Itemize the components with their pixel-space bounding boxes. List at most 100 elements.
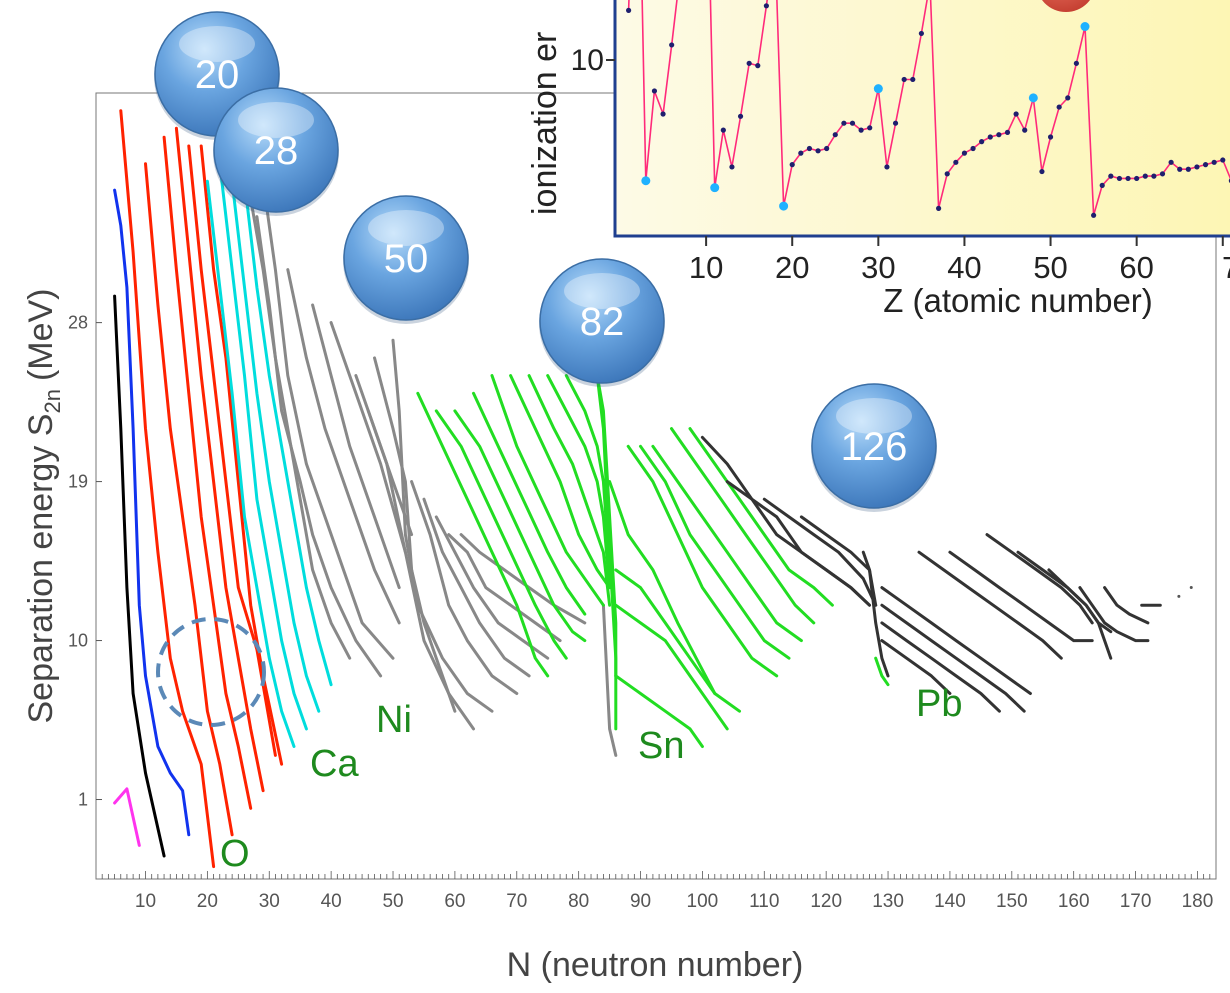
inset-series (626, 0, 1230, 218)
bubble-highlight (836, 398, 912, 434)
inset-y-tick-10: 10 (571, 44, 604, 77)
x-tick-label: 140 (934, 891, 966, 912)
inset-chart: 10 20 30 40 50 60 7 10 ionization er Z (atomic… (526, 0, 1230, 319)
s2n-series-line (434, 409, 568, 660)
s2n-series-line (527, 374, 612, 607)
y-tick-label: 28 (68, 313, 88, 333)
bubble-label: 82 (580, 300, 625, 344)
inset-x-tick-label: 30 (861, 250, 895, 285)
bubble-label: 20 (195, 53, 240, 97)
svg-text:Separation energy S2n(MeV): Separation energy S2n (MeV) (22, 288, 65, 723)
inset-y-label: ionization er (526, 32, 564, 215)
s2n-series-line (447, 533, 562, 643)
s2n-series-line (880, 639, 952, 695)
inset-frame (613, 0, 1230, 238)
s2n-series-group (113, 109, 1193, 869)
inset-point (1004, 129, 1011, 136)
inset-point (918, 30, 924, 37)
x-tick-label: 40 (321, 891, 342, 912)
bubble-highlight (564, 273, 640, 309)
s2n-series-line (113, 294, 166, 858)
bubble-label: 28 (254, 129, 299, 173)
inset-point (1073, 60, 1079, 66)
inset-point (987, 134, 993, 140)
inset-point (1056, 104, 1062, 110)
s2n-series-line (329, 321, 407, 554)
s2n-series-line (564, 374, 612, 572)
inset-point (815, 148, 821, 154)
inset-point (651, 88, 658, 94)
x-tick-label: 90 (630, 891, 651, 912)
bubble-highlight (179, 26, 255, 62)
s2n-series-line (670, 427, 816, 625)
inset-point (1108, 173, 1114, 179)
s2n-series-line (490, 374, 605, 607)
bubble-circle (811, 383, 937, 509)
s2n-trailing-dot (1177, 594, 1181, 598)
s2n-series-line (434, 515, 550, 660)
bubble-highlight (368, 210, 444, 246)
magic-number-bubble-82: 82 (539, 258, 665, 387)
element-label-sn: Sn (638, 725, 684, 767)
inset-point (1177, 166, 1183, 172)
s2n-series-line (472, 391, 587, 616)
s2n-series-line (601, 603, 618, 757)
x-tick-labels: 10 20 30 40 50 60 70 80 90 100 110 120 130 140 150 160 1… (135, 891, 1213, 912)
s2n-series-line (639, 444, 791, 660)
s2n-trailing-dot (1189, 586, 1193, 590)
s2n-series-line (366, 409, 475, 731)
inset-x-ticks: 10 20 30 40 50 60 7 (689, 236, 1230, 285)
magic-number-bubbles: 20 28 50 82 126 (154, 11, 937, 512)
inset-point (1022, 127, 1028, 133)
inset-point (626, 7, 632, 13)
inset-point (1142, 173, 1148, 179)
inset-highlight-point (873, 84, 883, 94)
inset-x-tick-label: 10 (689, 250, 723, 285)
inset-point (746, 60, 752, 66)
inset-point (729, 164, 735, 170)
inset-x-tick-label: 7 (1222, 250, 1230, 285)
inset-point (1220, 157, 1226, 163)
x-tick-label: 100 (687, 891, 719, 912)
s2n-series-line (948, 550, 1094, 643)
s2n-series-line (205, 179, 296, 748)
inset-point (806, 145, 813, 152)
s2n-series-line (1103, 586, 1150, 625)
s2n-series-line (861, 550, 890, 678)
inset-point (669, 42, 675, 48)
x-tick-label: 80 (568, 891, 589, 912)
inset-point (858, 127, 864, 133)
s2n-series-line (311, 303, 401, 590)
inset-point (824, 145, 830, 152)
inset-highlight-point (779, 201, 789, 211)
s2n-series-line (626, 444, 779, 678)
s2n-series-line (261, 179, 395, 660)
s2n-series-line (917, 550, 1063, 660)
x-tick-label: 130 (872, 891, 904, 912)
s2n-series-line (725, 480, 871, 607)
s2n-series-line (608, 480, 717, 695)
inset-highlight-point (641, 176, 651, 186)
highlight-circle (156, 617, 266, 727)
s2n-series-line (509, 374, 612, 590)
inset-point (1091, 212, 1097, 218)
element-label-ca: Ca (310, 743, 359, 785)
s2n-series-line (874, 656, 890, 687)
inset-point (1159, 171, 1166, 177)
s2n-series-line (614, 568, 741, 713)
inset-point (1047, 134, 1054, 140)
x-tick-label: 20 (197, 891, 218, 912)
inset-point (832, 132, 838, 138)
x-tick-label: 110 (749, 891, 779, 912)
y-tick-label: 10 (68, 631, 88, 651)
s2n-series-line (546, 374, 612, 590)
inset-background (615, 0, 1230, 236)
inset-point (884, 164, 890, 170)
inset-point (910, 76, 916, 83)
s2n-series-line (985, 533, 1094, 625)
s2n-series-line (614, 674, 704, 748)
inset-point (892, 120, 899, 126)
inset-highlight-point (1080, 22, 1090, 32)
s2n-series-line (614, 603, 729, 731)
